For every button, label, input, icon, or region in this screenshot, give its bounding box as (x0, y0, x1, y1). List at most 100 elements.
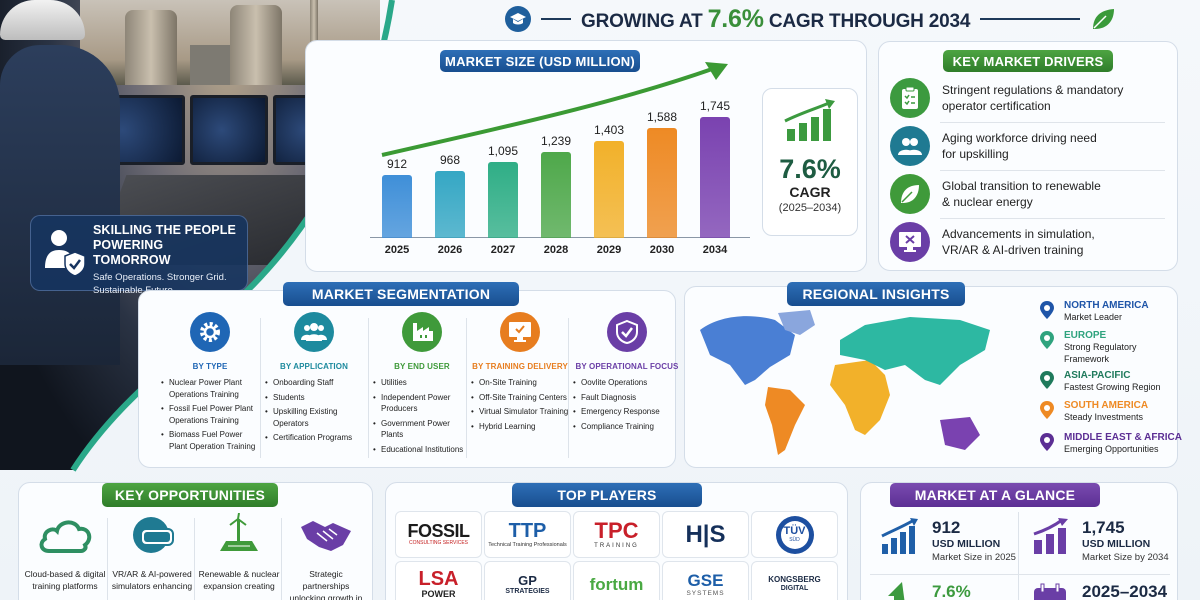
world-map (700, 310, 990, 455)
opportunity-item: Strategic partnerships unlocking growth i… (285, 512, 367, 600)
glance-value: 1,745 (1082, 518, 1125, 537)
region-item: MIDDLE EAST & AFRICA Emerging Opportunit… (1040, 432, 1200, 456)
segment-item: Students (264, 392, 364, 404)
player-name: LSA (418, 568, 459, 591)
map-eurasia (840, 317, 990, 385)
gear-icon (190, 312, 230, 352)
monitor-check-icon (500, 312, 540, 352)
bar-2026 (435, 171, 465, 238)
player-logo: H|S (662, 511, 749, 558)
driver-divider (940, 170, 1165, 171)
driver-text-line1: Advancements in simulation, (942, 227, 1095, 241)
map-africa (830, 360, 890, 435)
glance-subtitle: Market Size by 2034 (1082, 552, 1169, 563)
segment-divider (466, 318, 467, 458)
player-name: TTP (508, 519, 547, 542)
chart-growth-icon (1030, 518, 1070, 561)
people-group-icon (294, 312, 334, 352)
driver-text-line1: Global transition to renewable (942, 179, 1101, 193)
segment-heading: BY TYPE (192, 362, 228, 371)
driver-text-line1: Aging workforce driving need (942, 131, 1097, 145)
segment-item: Virtual Simulator Training (470, 406, 570, 418)
player-name: FOSSIL (407, 521, 470, 542)
bar-category-label: 2034 (702, 244, 728, 256)
operator-figure (0, 45, 120, 365)
map-south-america (765, 387, 805, 455)
player-logo: GP STRATEGIES (484, 561, 571, 600)
player-logo: fortum (573, 561, 660, 600)
driver-item: Stringent regulations & mandatory operato… (890, 76, 1180, 120)
opportunity-text-line2: unlocking growth in (289, 593, 363, 600)
player-name: TPC (594, 517, 639, 543)
segment-item: Upskilling Existing Operators (264, 406, 364, 429)
driver-text-line1: Stringent regulations & mandatory (942, 83, 1124, 97)
bar-2029 (594, 141, 624, 238)
glance-value: 7.6% (932, 582, 971, 600)
segment-heading: BY OPERATIONAL FOCUS (575, 362, 679, 371)
opportunity-item: VR/AR & AI-powered simulators enhancing (111, 512, 193, 592)
glance-stat: 1,745 USD MILLION Market Size by 2034 (1030, 516, 1180, 574)
bar-2030 (647, 128, 677, 238)
opportunity-item: Cloud-based & digital training platforms (24, 512, 106, 592)
bar-value-label: 1,403 (593, 123, 625, 137)
glance-unit: USD MILLION (932, 538, 1001, 550)
opportunity-divider (281, 518, 282, 600)
opportunity-item: Renewable & nuclear expansion creating (198, 512, 280, 592)
map-north-america (700, 316, 795, 385)
people-group-icon (890, 126, 930, 166)
opportunities-title: KEY OPPORTUNITIES (102, 483, 278, 507)
bar-category-label: 2027 (490, 244, 516, 256)
driver-item: Advancements in simulation, VR/AR & AI-dr… (890, 220, 1180, 264)
segment-column: BY OPERATIONAL FOCUS Oovlite Operations F… (572, 312, 682, 435)
driver-item: Global transition to renewable & nuclear … (890, 172, 1180, 216)
headline-cagr: 7.6% (707, 4, 764, 33)
region-name: SOUTH AMERICA (1064, 400, 1149, 411)
bar-growth-icon (784, 99, 835, 141)
opportunity-text-line1: VR/AR & AI-powered (112, 569, 192, 579)
driver-text-line2: & nuclear energy (942, 195, 1033, 209)
segment-item: Oovlite Operations (572, 377, 682, 389)
segment-heading: BY APPLICATION (280, 362, 348, 371)
player-subtitle: POWER (421, 589, 456, 600)
worker-shield-icon (45, 230, 85, 276)
opportunity-text-line1: Renewable & nuclear (198, 569, 280, 579)
cagr-callout: 7.6% CAGR (2025–2034) (762, 88, 858, 236)
bar-2028 (541, 152, 571, 238)
glance-unit: USD MILLION (1082, 538, 1151, 550)
player-logo: TÜV SÜD (751, 511, 838, 558)
opportunity-divider (194, 518, 195, 600)
segment-column: BY TRAINING DELIVERY On-Site Training Off… (470, 312, 570, 435)
headline-text: GROWING AT 7.6% CAGR THROUGH 2034 (581, 4, 971, 33)
segment-item: Certification Programs (264, 432, 364, 444)
opportunity-text-line2: simulators enhancing (111, 581, 193, 591)
tagline-title-line1: SKILLING THE PEOPLE (93, 223, 236, 237)
glance-value: 2025–2034 (1082, 582, 1168, 600)
opportunity-divider (107, 518, 108, 600)
segmentation-title: MARKET SEGMENTATION (283, 282, 519, 306)
region-desc: Emerging Opportunities (1064, 444, 1159, 454)
opportunity-text-line2: expansion creating (203, 581, 275, 591)
driver-text-line2: VR/AR & AI-driven training (942, 243, 1084, 257)
segment-item: Hybrid Learning (470, 421, 570, 433)
cagr-label: CAGR (789, 184, 831, 200)
glance-title: MARKET AT A GLANCE (890, 483, 1100, 507)
segment-heading: BY TRAINING DELIVERY (472, 362, 568, 371)
driver-text-line2: for upskilling (942, 147, 1009, 161)
region-desc: Strong Regulatory (1064, 342, 1137, 352)
leaf-icon (1093, 9, 1115, 29)
bar-category-label: 2030 (649, 244, 675, 256)
bar-value-label: 1,745 (699, 99, 731, 113)
trend-up-icon (880, 582, 920, 600)
opportunity-text-line2: training platforms (32, 581, 98, 591)
segment-item: Government Power Plants (372, 418, 472, 441)
player-subtitle: SÜD (789, 536, 800, 543)
calendar-icon (1030, 582, 1070, 600)
player-subtitle: TRAINING (594, 542, 639, 549)
bar-2027 (488, 162, 518, 238)
segment-item: Utilities (372, 377, 472, 389)
segment-item: Nuclear Power Plant Operations Training (160, 377, 260, 400)
region-item: SOUTH AMERICA Steady Investments (1040, 400, 1200, 424)
bar-value-label: 1,588 (646, 110, 678, 124)
headline-rule-right (980, 18, 1081, 20)
